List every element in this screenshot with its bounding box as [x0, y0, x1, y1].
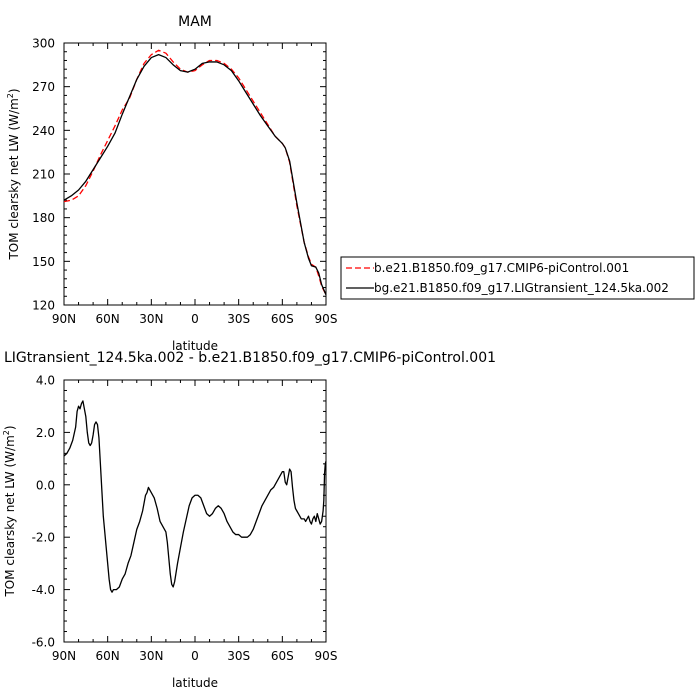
bottom-x-tick-label: 60N [96, 649, 120, 663]
bottom-x-tick-label: 30S [227, 649, 250, 663]
top-x-tick-label: 60S [271, 312, 294, 326]
bottom-x-axis-label: latitude [172, 676, 218, 690]
bottom-x-tick-label: 0 [191, 649, 199, 663]
top-y-tick-label: 150 [32, 255, 55, 269]
top-y-tick-label: 270 [32, 80, 55, 94]
top-series-line-2 [63, 53, 327, 296]
bottom-y-tick-label: -6.0 [32, 636, 55, 650]
top-series [63, 49, 327, 296]
bottom-y-tick-label: 4.0 [36, 374, 55, 388]
top-y-tick-label: 300 [32, 37, 55, 51]
bottom-y-tick-label: -2.0 [32, 531, 55, 545]
bottom-chart-title: LIGtransient_124.5ka.002 - b.e21.B1850.f… [4, 350, 496, 366]
bottom-y-axis-label: TOM clearsky net LW (W/m2) [2, 425, 17, 597]
top-y-tick-label: 180 [32, 211, 55, 225]
top-y-tick-label: 240 [32, 124, 55, 138]
bottom-x-tick-label: 90S [315, 649, 338, 663]
top-x-tick-label: 90S [315, 312, 338, 326]
top-x-tick-label: 0 [191, 312, 199, 326]
top-y-tick-label: 210 [32, 168, 55, 182]
legend: b.e21.B1850.f09_g17.CMIP6-piControl.001 … [340, 256, 695, 300]
top-x-tick-label: 30S [227, 312, 250, 326]
bottom-x-tick-label: 60S [271, 649, 294, 663]
bottom-y-label-close: ) [3, 425, 17, 430]
bottom-ticks: 90N 60N 30N 0 30S 60S 90S -6.0 -4.0 -2.0 0.0 2.0 4.0 [32, 374, 338, 664]
bottom-y-tick-label: -4.0 [32, 583, 55, 597]
bottom-x-tick-label: 90N [52, 649, 76, 663]
top-panel: MAM 90N 60N 30N 0 30S 60S 90S 120 150 180 210 240 27… [6, 14, 337, 353]
bottom-series [63, 400, 327, 593]
bottom-y-tick-label: 2.0 [36, 426, 55, 440]
top-x-tick-label: 30N [139, 312, 163, 326]
top-y-label-sup: 2 [6, 93, 15, 98]
bottom-series-line-1 [63, 400, 327, 593]
top-y-label-close: ) [7, 88, 21, 93]
top-y-tick-label: 120 [32, 299, 55, 313]
bottom-y-tick-label: 0.0 [36, 478, 55, 492]
bottom-x-tick-label: 30N [139, 649, 163, 663]
legend-label-series-1: b.e21.B1850.f09_g17.CMIP6-piControl.001 [374, 261, 629, 275]
top-chart-title: MAM [178, 14, 212, 30]
bottom-y-label-sup: 2 [2, 430, 11, 435]
top-x-tick-label: 90N [52, 312, 76, 326]
legend-box [340, 256, 695, 300]
top-x-tick-label: 60N [96, 312, 120, 326]
top-x-axis-label: latitude [172, 339, 218, 353]
top-series-line-1 [63, 49, 327, 296]
legend-label-series-2: bg.e21.B1850.f09_g17.LIGtransient_124.5k… [374, 281, 669, 295]
top-plot-frame [63, 42, 327, 306]
top-y-axis-label: TOM clearsky net LW (W/m2) [6, 88, 21, 260]
top-ticks: 90N 60N 30N 0 30S 60S 90S 120 150 180 210 240 270 300 [32, 37, 337, 327]
top-y-label-main: TOM clearsky net LW (W/m [7, 98, 21, 260]
bottom-panel: LIGtransient_124.5ka.002 - b.e21.B1850.f… [2, 350, 496, 690]
bottom-y-label-main: TOM clearsky net LW (W/m [3, 435, 17, 597]
